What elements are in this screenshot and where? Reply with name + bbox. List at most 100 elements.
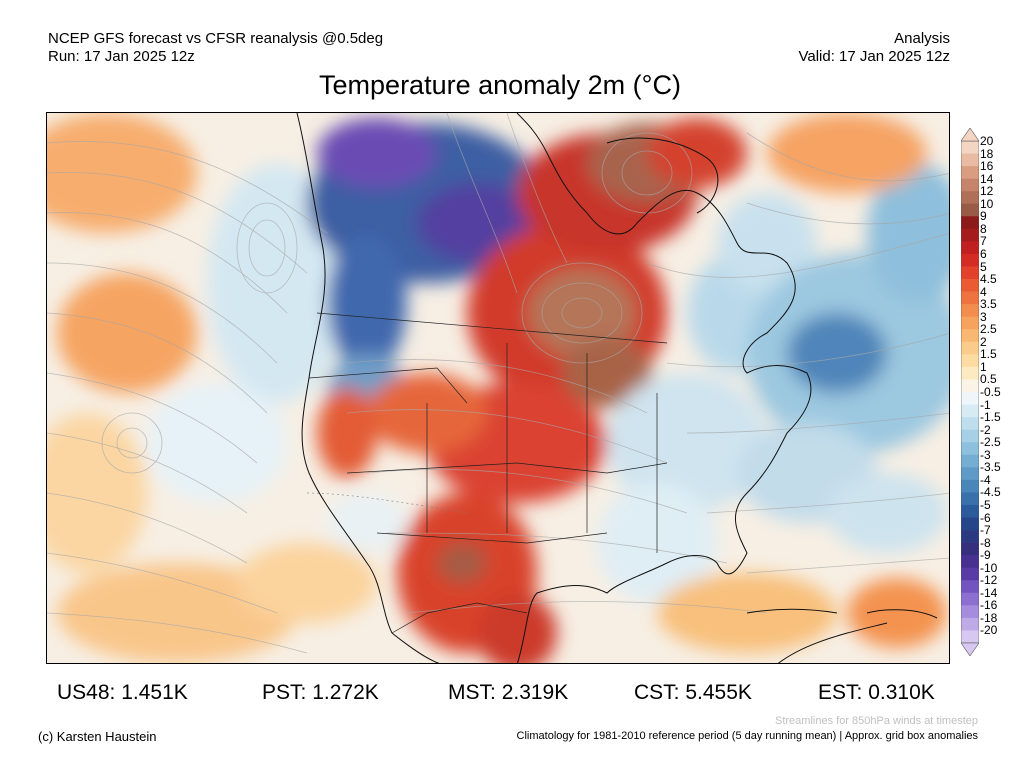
colorbar-label: -7 [980,523,991,538]
colorbar-swatch [961,454,979,468]
colorbar-label: 2 [980,334,987,349]
header-left: NCEP GFS forecast vs CFSR reanalysis @0.… [48,30,383,66]
colorbar-swatch [961,479,979,493]
colorbar-swatch [961,580,979,594]
colorbar-swatch [961,555,979,568]
colorbar-label: -1 [980,397,991,412]
colorbar-label: -20 [980,623,998,638]
colorbar-swatch [961,542,979,556]
analysis-label: Analysis [894,30,950,47]
political-borders [308,312,668,634]
colorbar-label: -9 [980,548,991,563]
colorbar-swatch [961,354,979,368]
colorbar-label: 5 [980,259,987,274]
colorbar-swatch [961,492,979,506]
colorbar-label: -8 [980,535,991,550]
colorbar-label: -0.5 [980,385,1001,399]
colorbar-swatch [961,141,979,154]
colorbar-label: 8 [980,221,987,236]
colorbar-swatch [961,304,979,317]
regional-anomaly-stats: US48: 1.451K PST: 1.272K MST: 2.319K CST… [0,681,1024,707]
colorbar-label: -4 [980,472,991,487]
colorbar-swatch [961,504,979,518]
colorbar-label: 16 [980,159,994,174]
colorbar-swatch [961,228,979,242]
colorbar-swatch [961,216,979,230]
colorbar [961,128,979,656]
colorbar-label: -12 [980,573,998,588]
colorbar-label: 9 [980,209,987,224]
colorbar-label: -3.5 [980,460,1001,475]
valid-time: Valid: 17 Jan 2025 12z [798,48,950,65]
colorbar-label: 10 [980,196,994,211]
colorbar-label: 4.5 [980,272,997,287]
colorbar-label: 18 [980,146,994,161]
colorbar-label: -14 [980,585,998,600]
colorbar-swatch [961,404,979,418]
colorbar-label: 7 [980,234,987,249]
colorbar-swatch [961,191,979,205]
colorbar-swatch [961,166,979,179]
stat-us48: US48: 1.451K [57,681,188,704]
colorbar-swatch [961,379,979,393]
colorbar-swatch [961,567,979,581]
colorbar-swatch [961,392,979,405]
colorbar-label: 2.5 [980,322,997,337]
colorbar-label: 3 [980,309,987,324]
colorbar-swatch [961,429,979,443]
stat-mst: MST: 2.319K [448,681,569,704]
grid-hints [306,492,468,514]
colorbar-label: -2 [980,422,991,437]
colorbar-label: -3 [980,447,991,462]
colorbar-swatch [961,341,979,355]
colorbar-swatch [961,467,979,481]
colorbar-swatch [961,178,979,192]
colorbar-swatch [961,417,979,430]
colorbar-swatch [961,316,979,330]
map-canvas [47,113,949,663]
colorbar-swatch [961,530,979,543]
streamlines [47,113,949,654]
colorbar-swatch [961,279,979,292]
temperature-anomaly-map [46,112,950,664]
climatology-note: Climatology for 1981-2010 reference peri… [516,730,978,742]
colorbar-swatch [961,241,979,255]
colorbar-label: 1.5 [980,347,997,362]
coastlines [296,113,938,663]
copyright: (c) Karsten Haustein [38,729,157,744]
map-title: Temperature anomaly 2m (°C) [319,70,681,100]
stat-cst: CST: 5.455K [634,681,752,704]
colorbar-label: -2.5 [980,435,1001,450]
colorbar-swatch [961,266,979,280]
colorbar-swatch [961,605,979,619]
colorbar-swatch [961,291,979,305]
colorbar-swatch [961,329,979,343]
colorbar-label: -10 [980,560,998,575]
colorbar-swatch [961,203,979,217]
colorbar-label: 4 [980,284,987,299]
colorbar-label: 0.5 [980,372,997,387]
stat-pst: PST: 1.272K [262,681,379,704]
colorbar-swatch [961,442,979,456]
colorbar-label: 20 [980,134,994,148]
colorbar-swatch [961,153,979,167]
colorbar-swatch [961,630,979,644]
colorbar-label: 6 [980,246,987,261]
colorbar-label: -1.5 [980,410,1001,425]
stat-est: EST: 0.310K [818,681,935,704]
colorbar-label: 14 [980,171,994,186]
colorbar-swatch [961,592,979,606]
colorbar-label: -16 [980,598,998,613]
colorbar-swatch [961,617,979,631]
header-right: Analysis Valid: 17 Jan 2025 12z [798,30,950,66]
streamlines-note: Streamlines for 850hPa winds at timestep [775,715,978,727]
colorbar-swatch [961,517,979,531]
model-description: NCEP GFS forecast vs CFSR reanalysis @0.… [48,30,384,47]
colorbar-label: -18 [980,610,998,625]
colorbar-label: 12 [980,184,994,199]
colorbar-label: 3.5 [980,297,997,312]
run-time: Run: 17 Jan 2025 12z [48,48,195,65]
colorbar-swatch [961,366,979,380]
colorbar-label: -5 [980,497,991,512]
colorbar-label: -4.5 [980,485,1001,500]
